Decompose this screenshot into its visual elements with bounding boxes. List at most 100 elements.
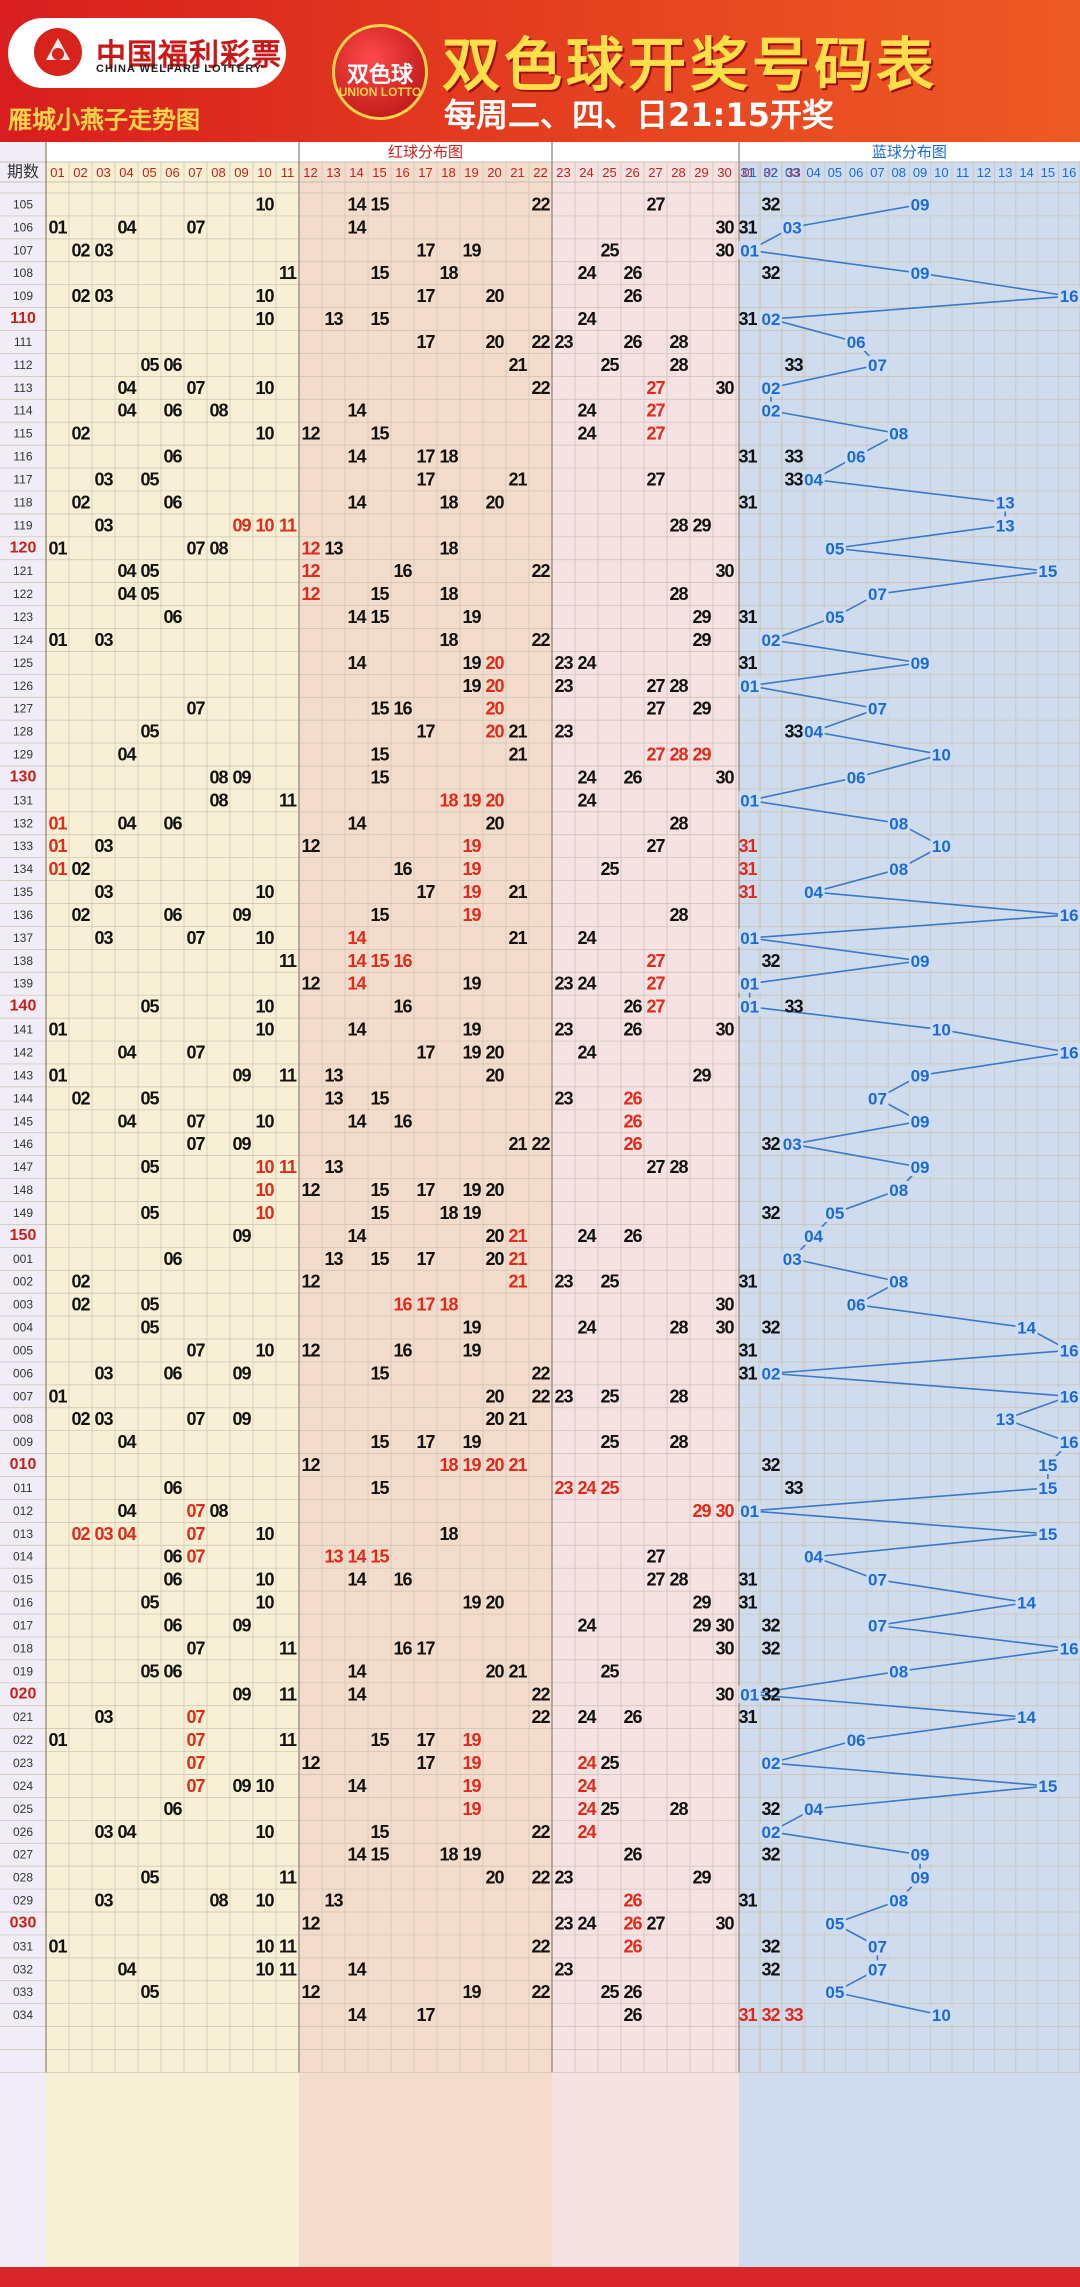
- red-ball-number: 05: [140, 470, 159, 490]
- red-ball-number: 06: [163, 1249, 182, 1269]
- period-label: 140: [10, 998, 37, 1015]
- blue-column-label: 01: [742, 165, 756, 180]
- period-label: 001: [13, 1252, 33, 1266]
- red-ball-number: 24: [577, 424, 596, 444]
- period-label: 138: [13, 954, 33, 968]
- red-ball-number: 29: [692, 607, 711, 627]
- red-ball-number: 18: [439, 1295, 458, 1315]
- red-ball-number: 03: [94, 470, 113, 490]
- red-ball-number: 04: [117, 378, 136, 398]
- red-ball-number: 14: [347, 974, 366, 994]
- chart-author: 雁城小燕子走势图: [8, 106, 200, 134]
- red-ball-number: 22: [531, 332, 550, 352]
- period-label: 011: [13, 1481, 32, 1495]
- red-ball-number: 05: [140, 997, 159, 1017]
- red-ball-number: 19: [462, 859, 481, 879]
- red-ball-number: 20: [485, 1386, 504, 1406]
- red-ball-number: 32: [761, 1203, 780, 1223]
- red-ball-number: 05: [140, 1593, 159, 1613]
- red-ball-number: 29: [692, 1065, 711, 1085]
- red-ball-number: 22: [531, 630, 550, 650]
- blue-ball-bg: [866, 1960, 889, 1979]
- blue-ball-bg: [738, 997, 761, 1016]
- red-ball-number: 11: [279, 1157, 297, 1177]
- red-ball-number: 19: [462, 607, 481, 627]
- red-ball-number: 07: [186, 1776, 205, 1796]
- red-ball-number: 15: [370, 1845, 389, 1865]
- blue-ball-number: 09: [911, 264, 930, 283]
- blue-ball-bg: [887, 424, 910, 443]
- red-ball-number: 30: [715, 1020, 734, 1040]
- blue-ball-bg: [845, 332, 868, 351]
- red-ball-number: 19: [462, 1432, 481, 1452]
- red-ball-number: 18: [439, 584, 458, 604]
- period-label: 003: [13, 1298, 33, 1312]
- blue-ball-bg: [759, 378, 782, 397]
- red-ball-number: 10: [255, 1111, 274, 1131]
- blue-column-label: 09: [913, 165, 927, 180]
- blue-column-label: 03: [785, 165, 799, 180]
- red-ball-number: 18: [439, 538, 458, 558]
- period-label: 126: [13, 679, 33, 693]
- red-column-label: 13: [326, 165, 340, 180]
- red-ball-number: 26: [623, 1111, 642, 1131]
- red-column-label: 08: [211, 165, 225, 180]
- red-ball-number: 17: [416, 286, 435, 306]
- period-label: 016: [13, 1596, 33, 1610]
- blue-ball-number: 16: [1060, 1044, 1079, 1063]
- blue-ball-number: 07: [868, 585, 887, 604]
- blue-ball-number: 09: [911, 1158, 930, 1177]
- red-ball-number: 23: [554, 676, 573, 696]
- red-ball-number: 20: [485, 1455, 504, 1475]
- red-ball-number: 26: [623, 1845, 642, 1865]
- period-label: 032: [13, 1962, 33, 1976]
- blue-ball-bg: [802, 1226, 825, 1245]
- red-ball-number: 29: [692, 515, 711, 535]
- red-ball-number: 22: [531, 378, 550, 398]
- red-ball-number: 16: [393, 1111, 412, 1131]
- red-ball-number: 24: [577, 1822, 596, 1842]
- red-ball-number: 19: [462, 1730, 481, 1750]
- red-column-label: 26: [625, 165, 639, 180]
- red-ball-number: 27: [646, 745, 665, 765]
- blue-ball-number: 09: [911, 654, 930, 673]
- red-ball-number: 11: [279, 1959, 297, 1979]
- red-ball-number: 25: [600, 1272, 619, 1292]
- red-ball-number: 19: [462, 1318, 481, 1338]
- red-ball-number: 29: [692, 630, 711, 650]
- red-ball-number: 07: [186, 1524, 205, 1544]
- red-column-label: 06: [165, 165, 179, 180]
- period-label: 117: [13, 473, 32, 487]
- blue-ball-number: 02: [761, 310, 780, 329]
- blue-ball-bg: [845, 1295, 868, 1314]
- red-ball-number: 23: [554, 332, 573, 352]
- red-ball-number: 18: [439, 790, 458, 810]
- red-ball-number: 12: [301, 584, 320, 604]
- red-ball-number: 17: [416, 1730, 435, 1750]
- red-ball-number: 10: [255, 1959, 274, 1979]
- blue-ball-number: 05: [825, 608, 844, 627]
- blue-ball-number: 01: [740, 241, 759, 260]
- red-ball-number: 20: [485, 1065, 504, 1085]
- red-ball-number: 30: [715, 1913, 734, 1933]
- red-ball-number: 02: [71, 1295, 90, 1315]
- red-ball-number: 29: [692, 699, 711, 719]
- blue-ball-number: 09: [911, 1112, 930, 1131]
- blue-ball-bg: [802, 1799, 825, 1818]
- red-ball-number: 26: [623, 263, 642, 283]
- red-ball-number: 10: [255, 1203, 274, 1223]
- blue-ball-number: 05: [825, 1914, 844, 1933]
- red-column-label: 02: [73, 165, 87, 180]
- red-ball-number: 21: [508, 1134, 527, 1154]
- red-ball-number: 15: [370, 607, 389, 627]
- red-ball-number: 23: [554, 974, 573, 994]
- red-ball-number: 17: [416, 332, 435, 352]
- period-label: 129: [13, 748, 33, 762]
- red-ball-number: 02: [71, 1088, 90, 1108]
- red-ball-number: 32: [761, 1455, 780, 1475]
- blue-ball-bg: [1058, 1387, 1080, 1406]
- red-ball-number: 10: [255, 1180, 274, 1200]
- red-ball-number: 30: [715, 240, 734, 260]
- red-ball-number: 16: [393, 1295, 412, 1315]
- red-ball-number: 12: [301, 1340, 320, 1360]
